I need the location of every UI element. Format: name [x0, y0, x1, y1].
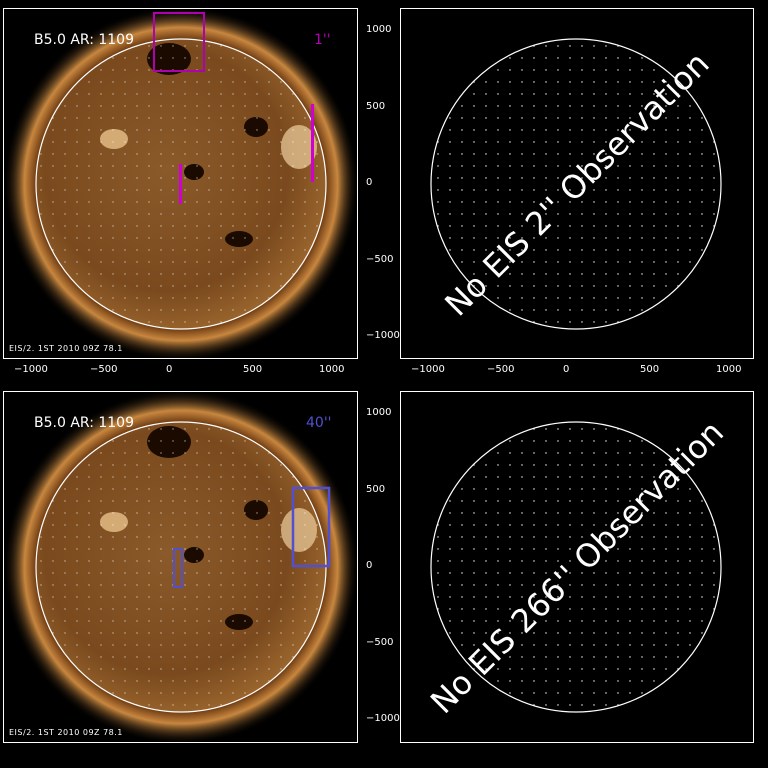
y-tick-label: −1000	[366, 713, 400, 724]
resolution-label: 1''	[314, 32, 331, 48]
x-tick-label: 0	[166, 364, 173, 375]
solar-disk-image	[4, 9, 357, 358]
limb-circle	[35, 38, 327, 330]
y-tick-label: −500	[366, 254, 394, 265]
x-tick-label: 1000	[716, 364, 742, 375]
y-tick-label: 1000	[366, 24, 392, 35]
empty-disk-grid	[430, 38, 722, 330]
slit-west	[311, 104, 314, 182]
image-footer: EIS/2. 1ST 2010 09Z 78.1	[9, 728, 123, 737]
x-tick-label: −1000	[14, 364, 48, 375]
solar-image-panel-bottom-left: B5.0 AR: 1109 40'' EIS/2. 1ST 2010 09Z 7…	[3, 391, 358, 743]
fov-box-west	[291, 486, 331, 568]
y-tick-label: −1000	[366, 330, 400, 341]
x-tick-label: 1000	[319, 364, 345, 375]
y-tick-label: 500	[366, 484, 386, 495]
panel-label: B5.0 AR: 1109	[34, 32, 134, 48]
resolution-label: 40''	[306, 415, 332, 431]
x-tick-label: 0	[563, 364, 570, 375]
eis-panel-bottom-right: No EIS 266'' Observation	[400, 391, 754, 743]
slit-center	[179, 164, 182, 204]
eis-panel-top-right: No EIS 2'' Observation	[400, 8, 754, 359]
fov-box-north	[153, 12, 205, 72]
empty-disk-grid	[430, 421, 722, 713]
y-tick-label: 0	[366, 177, 373, 188]
solar-image-panel-top-left: B5.0 AR: 1109 1'' EIS/2. 1ST 2010 09Z 78…	[3, 8, 358, 359]
x-tick-label: 500	[640, 364, 660, 375]
solar-disk-image	[4, 392, 357, 742]
y-tick-label: 0	[366, 560, 373, 571]
x-tick-label: −1000	[411, 364, 445, 375]
panel-label: B5.0 AR: 1109	[34, 415, 134, 431]
x-tick-label: 500	[243, 364, 263, 375]
y-tick-label: 1000	[366, 407, 392, 418]
x-tick-label: −500	[487, 364, 515, 375]
x-tick-label: −500	[90, 364, 118, 375]
y-tick-label: 500	[366, 101, 386, 112]
image-footer: EIS/2. 1ST 2010 09Z 78.1	[9, 344, 123, 353]
y-tick-label: −500	[366, 637, 394, 648]
fov-box-center	[173, 548, 183, 588]
